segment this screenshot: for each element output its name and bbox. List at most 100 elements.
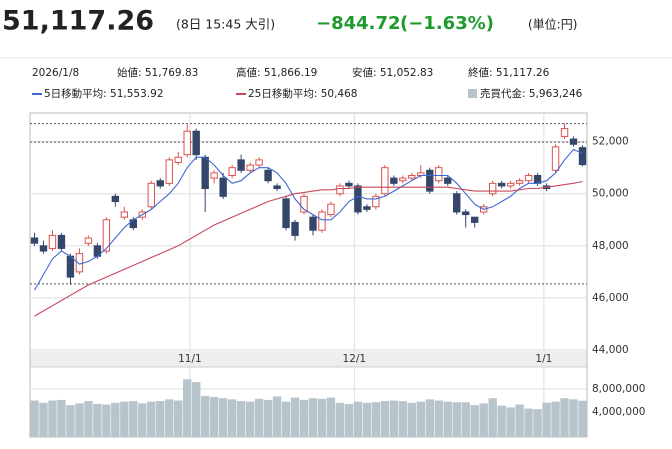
legend-ma5: 5日移動平均: 51,553.92 — [44, 87, 164, 100]
volume-bar — [308, 398, 318, 437]
y-tick-label: 46,000 — [592, 292, 629, 304]
candle-body — [228, 167, 236, 177]
time: (8日 15:45 大引) — [176, 17, 275, 32]
candle-body — [569, 138, 578, 145]
volume-bar — [48, 400, 57, 437]
candle-body — [39, 245, 48, 252]
moving-average-line — [34, 180, 583, 317]
volume-bar — [398, 401, 408, 437]
y-tick-label: 4,000,000 — [592, 406, 645, 418]
unit: (単位:円) — [528, 17, 577, 32]
candle-body — [488, 182, 497, 195]
volume-bar — [560, 398, 569, 437]
volume-bar — [84, 401, 93, 437]
candle-body — [327, 203, 335, 216]
volume-bar — [245, 401, 255, 437]
candle-body — [426, 169, 434, 192]
volume-bar — [236, 401, 246, 437]
y-tick-label: 52,000 — [592, 136, 629, 148]
volume-bar — [272, 396, 282, 437]
volume-bar — [488, 398, 497, 437]
candle-body — [84, 237, 93, 244]
volume-bar — [227, 399, 237, 437]
volume-bar — [102, 404, 111, 437]
candle-body — [147, 182, 155, 208]
candle-body — [174, 156, 182, 163]
plot-frame — [29, 112, 588, 438]
candle-body — [462, 211, 470, 216]
volume-bar — [470, 405, 479, 437]
candle-body — [255, 159, 263, 166]
volume-bar — [461, 402, 470, 437]
candle-body — [560, 128, 569, 137]
volume-bar — [66, 405, 75, 437]
volume-bar — [551, 401, 560, 437]
info-low: 安値: 51,052.83 — [352, 66, 433, 79]
change-pct: (−1.63%) — [400, 13, 494, 34]
volume-bar — [389, 400, 399, 437]
volume-bar — [371, 402, 381, 437]
volume-bar — [425, 399, 434, 437]
candle-body — [524, 175, 533, 182]
volume-bar — [147, 401, 156, 437]
info-open: 始値: 51,769.83 — [117, 66, 198, 79]
volume-bar — [335, 402, 345, 437]
volume-bar — [138, 403, 147, 437]
volume-bar — [254, 398, 264, 437]
volume-bar — [407, 402, 417, 437]
candle-body — [165, 159, 173, 184]
change: −844.72 — [316, 13, 401, 34]
candle-body — [111, 195, 120, 203]
volume-bar — [506, 407, 515, 437]
volume-bar — [93, 403, 102, 437]
volume-bar — [452, 402, 461, 437]
candle-body — [444, 177, 452, 184]
volume-bar — [174, 400, 183, 437]
legend-ma25: 25日移動平均: 50,468 — [248, 87, 357, 100]
candle-body — [57, 234, 66, 249]
volume-bar — [569, 399, 578, 437]
candle-body — [237, 159, 245, 171]
candle-body — [30, 237, 39, 244]
candle-body — [282, 198, 290, 229]
candle-body — [363, 206, 371, 210]
volume-bar — [416, 401, 425, 437]
candle-body — [471, 216, 479, 223]
volume-bar — [129, 401, 138, 437]
volume-bar — [578, 400, 587, 437]
volume-bar — [39, 402, 48, 437]
candle-body — [336, 185, 344, 195]
candle-body — [183, 130, 191, 156]
x-tick-label: 1/1 — [535, 353, 552, 365]
volume-bar — [299, 399, 309, 437]
candle-body — [453, 193, 461, 213]
volume-bar — [111, 402, 120, 437]
candle-body — [102, 219, 111, 252]
volume-bar — [380, 401, 390, 437]
volume-bar — [183, 379, 192, 437]
candle-body — [318, 211, 326, 231]
volume-bar — [443, 401, 452, 437]
candle-body — [309, 216, 317, 231]
volume-bar — [281, 401, 291, 437]
candle-body — [210, 172, 218, 179]
candle-body — [515, 180, 524, 184]
volume-bar — [30, 400, 39, 437]
candle-body — [399, 177, 407, 182]
candle-body — [201, 156, 209, 190]
volume-bar — [533, 409, 542, 437]
candle-body — [273, 185, 281, 190]
candle-body — [354, 185, 362, 213]
legend-volume: 売買代金: 5,963,246 — [480, 87, 583, 100]
candle-body — [291, 221, 299, 236]
volume-bar — [344, 403, 354, 437]
volume-bar — [192, 382, 201, 437]
x-tick-label: 11/1 — [178, 353, 202, 365]
volume-bar — [317, 398, 327, 437]
volume-bar — [326, 397, 336, 437]
candle-body — [48, 234, 57, 249]
candle-body — [497, 182, 506, 187]
volume-bar — [353, 401, 363, 437]
volume-bar — [200, 395, 210, 437]
